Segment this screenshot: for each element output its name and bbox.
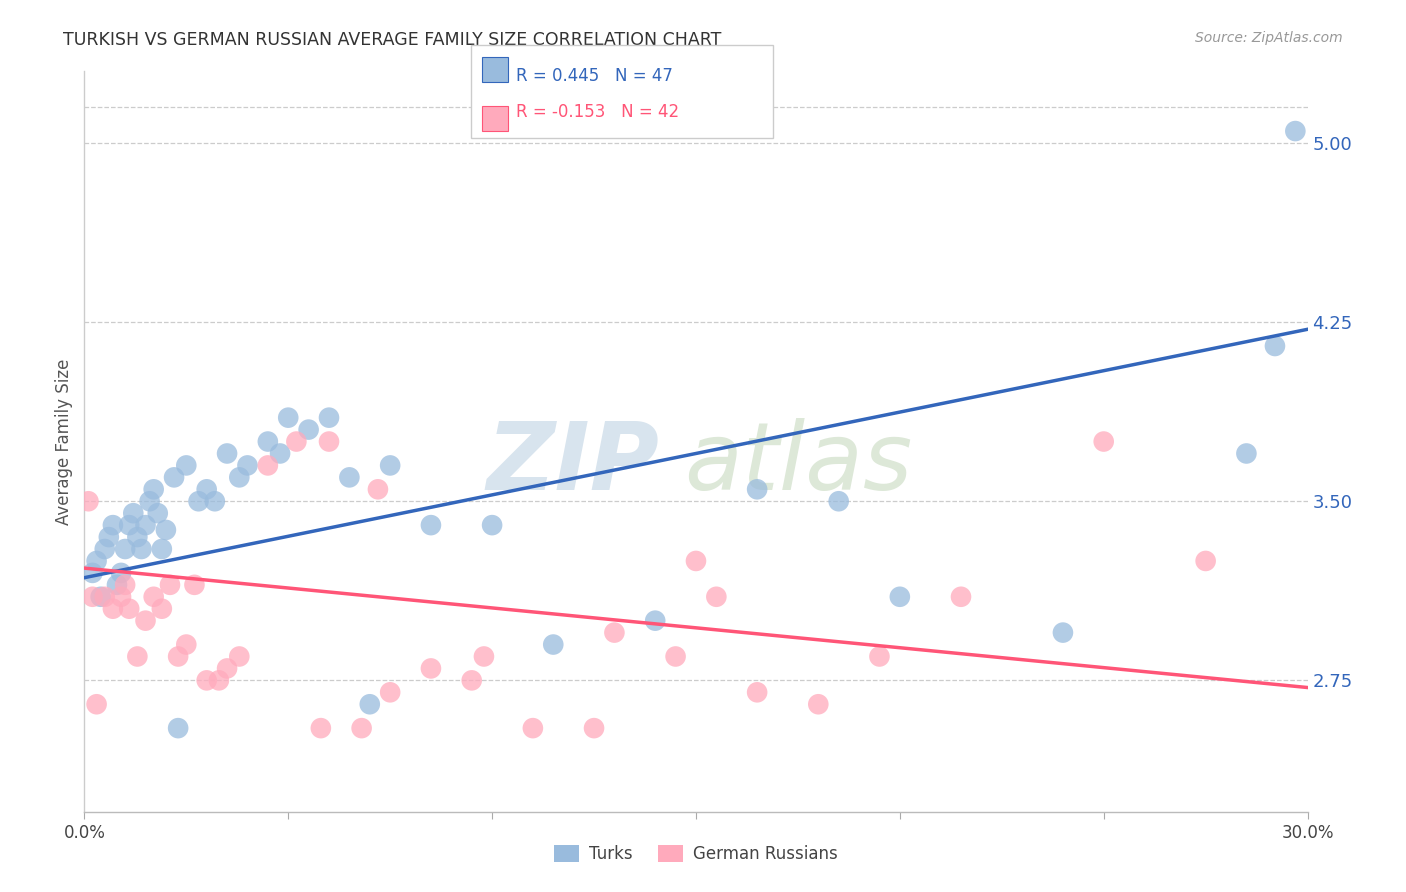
Point — [359, 698, 381, 712]
Point — [522, 721, 544, 735]
Point — [163, 470, 186, 484]
Point — [217, 661, 239, 675]
Point — [706, 590, 728, 604]
Point — [131, 541, 153, 556]
Point — [1092, 434, 1115, 449]
Point — [167, 649, 190, 664]
Point — [1284, 124, 1306, 138]
Point — [82, 566, 104, 580]
Point — [1236, 446, 1258, 460]
Point — [807, 698, 830, 712]
Point — [747, 685, 769, 699]
Point — [298, 423, 321, 437]
Point — [142, 483, 165, 497]
Point — [350, 721, 373, 735]
Point — [90, 590, 112, 604]
Text: ZIP: ZIP — [486, 417, 659, 509]
Point — [187, 494, 209, 508]
Point — [472, 649, 495, 664]
Point — [86, 698, 108, 712]
Point — [127, 530, 149, 544]
Point — [155, 523, 177, 537]
Point — [138, 494, 160, 508]
Point — [114, 541, 136, 556]
Point — [543, 638, 565, 652]
Text: R = -0.153   N = 42: R = -0.153 N = 42 — [516, 103, 679, 120]
Point — [461, 673, 484, 688]
Point — [1264, 339, 1286, 353]
Point — [869, 649, 891, 664]
Point — [195, 483, 218, 497]
Point — [481, 518, 503, 533]
Point — [135, 614, 157, 628]
Point — [828, 494, 851, 508]
Text: atlas: atlas — [683, 418, 912, 509]
Point — [77, 494, 100, 508]
Point — [339, 470, 361, 484]
Point — [367, 483, 389, 497]
Point — [118, 601, 141, 615]
Point — [135, 518, 157, 533]
Point — [318, 410, 340, 425]
Point — [228, 649, 250, 664]
Point — [257, 434, 280, 449]
Point — [105, 578, 128, 592]
Point — [380, 685, 402, 699]
Point — [93, 590, 115, 604]
Point — [118, 518, 141, 533]
Point — [183, 578, 205, 592]
Point — [167, 721, 190, 735]
Text: R = 0.445   N = 47: R = 0.445 N = 47 — [516, 67, 673, 85]
Point — [236, 458, 259, 473]
Point — [950, 590, 973, 604]
Point — [195, 673, 218, 688]
Point — [93, 541, 115, 556]
Point — [204, 494, 226, 508]
Point — [174, 458, 197, 473]
Point — [150, 541, 173, 556]
Point — [747, 483, 769, 497]
Point — [420, 661, 443, 675]
Point — [101, 601, 124, 615]
Point — [1052, 625, 1074, 640]
Text: TURKISH VS GERMAN RUSSIAN AVERAGE FAMILY SIZE CORRELATION CHART: TURKISH VS GERMAN RUSSIAN AVERAGE FAMILY… — [63, 31, 721, 49]
Point — [127, 649, 149, 664]
Point — [277, 410, 299, 425]
Point — [603, 625, 626, 640]
Point — [146, 506, 169, 520]
Point — [685, 554, 707, 568]
Point — [159, 578, 181, 592]
Legend: Turks, German Russians: Turks, German Russians — [547, 838, 845, 870]
Point — [82, 590, 104, 604]
Point — [101, 518, 124, 533]
Point — [1195, 554, 1218, 568]
Point — [380, 458, 402, 473]
Point — [208, 673, 231, 688]
Point — [257, 458, 280, 473]
Point — [889, 590, 911, 604]
Point — [110, 566, 132, 580]
Point — [86, 554, 108, 568]
Y-axis label: Average Family Size: Average Family Size — [55, 359, 73, 524]
Point — [174, 638, 197, 652]
Point — [110, 590, 132, 604]
Point — [142, 590, 165, 604]
Point — [665, 649, 688, 664]
Point — [583, 721, 606, 735]
Point — [217, 446, 239, 460]
Point — [644, 614, 666, 628]
Point — [114, 578, 136, 592]
Point — [318, 434, 340, 449]
Point — [269, 446, 291, 460]
Point — [122, 506, 145, 520]
Point — [309, 721, 332, 735]
Point — [228, 470, 250, 484]
Point — [285, 434, 308, 449]
Point — [420, 518, 443, 533]
Text: Source: ZipAtlas.com: Source: ZipAtlas.com — [1195, 31, 1343, 45]
Point — [150, 601, 173, 615]
Point — [97, 530, 120, 544]
